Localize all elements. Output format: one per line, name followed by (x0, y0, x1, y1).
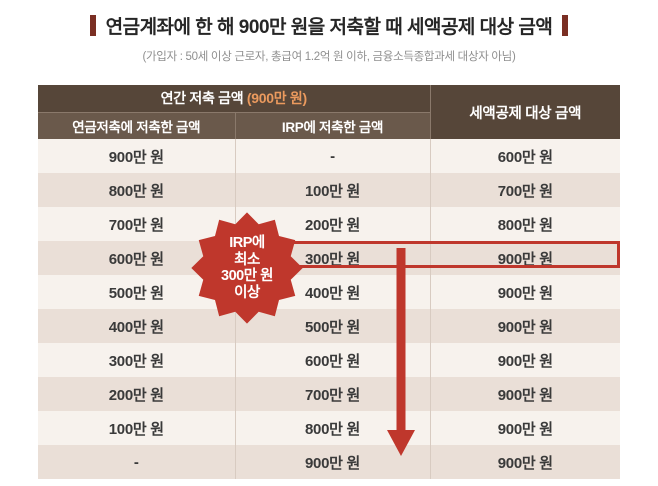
table-cell: - (38, 445, 235, 479)
table-cell: 900만 원 (429, 275, 620, 309)
table-cell: 200만 원 (38, 377, 235, 411)
table-row: 100만 원 800만 원 900만 원 (38, 411, 620, 445)
table-row: - 900만 원 900만 원 (38, 445, 620, 479)
table-cell: 900만 원 (429, 445, 620, 479)
table-row: 200만 원 700만 원 900만 원 (38, 377, 620, 411)
table-cell: 400만 원 (38, 309, 235, 343)
table-cell: 600만 원 (429, 139, 620, 173)
table-row: 800만 원 100만 원 700만 원 (38, 173, 620, 207)
table-row: 300만 원 600만 원 900만 원 (38, 343, 620, 377)
table-cell: 600만 원 (234, 343, 430, 377)
group-header-label: 연간 저축 금액 (160, 90, 247, 107)
table-row-highlighted: 600만 원 300만 원 900만 원 (38, 241, 620, 275)
table-cell: 900만 원 (429, 411, 620, 445)
badge-line: 300만 원 (221, 268, 273, 284)
header-row-group: 연간 저축 금액 (900만 원) 세액공제 대상 금액 (38, 85, 620, 139)
header-row-columns: 연금저축에 저축한 금액 IRP에 저축한 금액 (38, 111, 620, 139)
badge-text: IRP에 최소 300만 원 이상 (189, 210, 305, 326)
table-cell: 800만 원 (234, 411, 430, 445)
badge-line: 최소 (234, 251, 260, 268)
table-cell: 800만 원 (429, 207, 620, 241)
table-row: 500만 원 400만 원 900만 원 (38, 275, 620, 309)
table-cell: 100만 원 (38, 411, 235, 445)
group-header-highlight: (900만 원) (246, 90, 307, 107)
table-cell: 900만 원 (429, 241, 620, 275)
title-block: 연금계좌에 한 해 900만 원을 저축할 때 세액공제 대상 금액 (0, 12, 658, 39)
badge-line: IRP에 (229, 235, 265, 251)
table-cell: 800만 원 (38, 173, 235, 207)
table-cell: 100만 원 (234, 173, 430, 207)
col-header-irp: IRP에 저축한 금액 (234, 111, 430, 139)
table-row: 900만 원 - 600만 원 (38, 139, 620, 173)
col-header-deduction: 세액공제 대상 금액 (429, 85, 620, 139)
savings-table: 연간 저축 금액 (900만 원) 세액공제 대상 금액 연금저축에 저축한 금… (38, 85, 620, 479)
title-bar-left (89, 15, 96, 36)
table-cell: 900만 원 (429, 343, 620, 377)
table-row: 700만 원 200만 원 800만 원 (38, 207, 620, 241)
page-title: 연금계좌에 한 해 900만 원을 저축할 때 세액공제 대상 금액 (105, 17, 553, 38)
table-row: 400만 원 500만 원 900만 원 (38, 309, 620, 343)
table-cell: 900만 원 (234, 445, 430, 479)
badge-line: 이상 (234, 284, 260, 301)
page-subtitle: (가입자 : 50세 이상 근로자, 총급여 1.2억 원 이하, 금융소득종합… (142, 51, 516, 63)
table-cell: 900만 원 (429, 377, 620, 411)
irp-minimum-badge: IRP에 최소 300만 원 이상 (189, 210, 305, 326)
group-header-cell: 연간 저축 금액 (900만 원) (38, 85, 430, 112)
table-cell: - (234, 139, 430, 173)
table-cell: 900만 원 (38, 139, 235, 173)
table-cell: 700만 원 (38, 207, 235, 241)
starburst-icon (191, 212, 303, 324)
col-header-pension: 연금저축에 저축한 금액 (38, 111, 235, 139)
title-bar-right (562, 15, 569, 36)
table-cell: 700만 원 (234, 377, 430, 411)
table-cell: 500만 원 (38, 275, 235, 309)
table-cell: 300만 원 (38, 343, 235, 377)
table-cell: 700만 원 (429, 173, 620, 207)
table-cell: 900만 원 (429, 309, 620, 343)
